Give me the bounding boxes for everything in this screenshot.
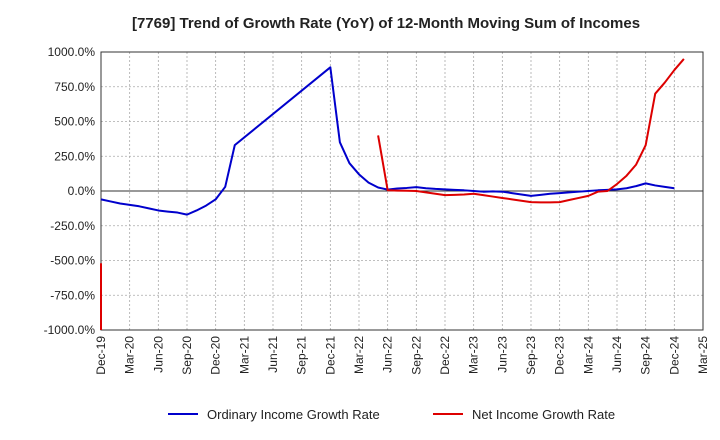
x-tick-label: Jun-24 (610, 336, 624, 373)
y-tick-label: 250.0% (54, 149, 95, 163)
x-tick-label: Dec-21 (323, 336, 337, 375)
x-tick-label: Mar-20 (123, 336, 137, 374)
x-tick-label: Mar-21 (237, 336, 251, 374)
plot-frame (100, 51, 704, 331)
x-tick-label: Dec-23 (553, 336, 567, 375)
x-tick-label: Dec-24 (667, 336, 681, 375)
x-tick-label: Sep-23 (524, 336, 538, 375)
y-tick-label: 750.0% (54, 80, 95, 94)
chart-title: [7769] Trend of Growth Rate (YoY) of 12-… (132, 15, 640, 32)
x-tick-label: Dec-22 (438, 336, 452, 375)
x-tick-label: Dec-20 (209, 336, 223, 375)
grid (100, 51, 704, 331)
y-tick-label: -250.0% (50, 219, 95, 233)
x-tick-label: Sep-24 (639, 336, 653, 375)
y-tick-label: 0.0% (68, 184, 96, 198)
ordinary-income-line (100, 66, 675, 216)
x-tick-label: Dec-19 (94, 336, 108, 375)
x-tick-label: Jun-20 (151, 336, 165, 373)
x-tick-label: Mar-23 (467, 336, 481, 374)
legend-label-ordinary-income: Ordinary Income Growth Rate (207, 407, 380, 422)
x-tick-label: Sep-21 (295, 336, 309, 375)
series-lines (100, 58, 685, 330)
y-tick-label: -750.0% (50, 288, 95, 302)
x-tick-label: Mar-24 (581, 336, 595, 374)
x-tick-label: Sep-22 (409, 336, 423, 375)
y-tick-label: -1000.0% (44, 323, 96, 337)
x-tick-label: Sep-20 (180, 336, 194, 375)
legend: Ordinary Income Growth Rate Net Income G… (168, 407, 615, 422)
y-tick-label: 1000.0% (48, 45, 96, 59)
x-tick-label: Jun-22 (381, 336, 395, 373)
y-tick-label: 500.0% (54, 115, 95, 129)
net-income-line-segment-1 (377, 58, 685, 204)
x-tick-label: Jun-21 (266, 336, 280, 373)
legend-label-net-income: Net Income Growth Rate (472, 407, 615, 422)
x-tick-label: Jun-23 (495, 336, 509, 373)
y-tick-label: -500.0% (50, 254, 95, 268)
x-tick-label: Mar-22 (352, 336, 366, 374)
x-axis-tick-labels: Dec-19 Mar-20 Jun-20 Sep-20 Dec-20 Mar-21 Jun-… (94, 336, 710, 375)
y-axis-tick-labels: 1000.0% 750.0% 500.0% 250.0% 0.0% -250.0% -500… (44, 45, 96, 337)
x-tick-label: Mar-25 (696, 336, 710, 374)
